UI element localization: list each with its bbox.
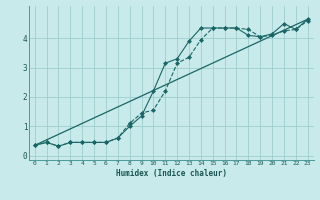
X-axis label: Humidex (Indice chaleur): Humidex (Indice chaleur) bbox=[116, 169, 227, 178]
